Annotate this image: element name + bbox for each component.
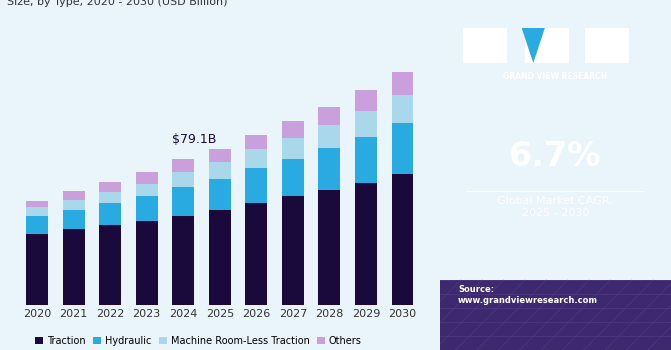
Bar — [136, 220, 158, 304]
Bar — [172, 216, 194, 304]
FancyBboxPatch shape — [440, 280, 671, 350]
Bar — [319, 190, 340, 304]
Bar — [319, 107, 340, 125]
Bar — [246, 149, 267, 168]
Bar — [282, 121, 304, 138]
Bar — [319, 125, 340, 148]
Bar — [355, 183, 377, 304]
Bar — [282, 138, 304, 159]
Bar — [99, 192, 121, 203]
Bar — [62, 230, 85, 304]
Text: Source:
www.grandviewresearch.com: Source: www.grandviewresearch.com — [458, 285, 598, 304]
Bar — [209, 210, 231, 304]
Polygon shape — [521, 28, 545, 63]
Bar — [209, 178, 231, 210]
Bar — [136, 184, 158, 196]
Bar — [209, 149, 231, 162]
Bar — [391, 95, 413, 124]
Text: Global Market CAGR,
2025 - 2030: Global Market CAGR, 2025 - 2030 — [497, 196, 613, 218]
Bar — [282, 196, 304, 304]
Bar — [172, 172, 194, 188]
FancyBboxPatch shape — [585, 28, 629, 63]
Bar — [246, 203, 267, 304]
Text: GRAND VIEW RESEARCH: GRAND VIEW RESEARCH — [503, 72, 607, 81]
Bar — [62, 199, 85, 210]
Bar — [99, 182, 121, 192]
Bar — [391, 72, 413, 95]
Bar — [99, 225, 121, 304]
Bar — [99, 203, 121, 225]
Bar — [136, 172, 158, 184]
Bar — [62, 210, 85, 230]
Bar — [246, 168, 267, 203]
Text: $79.1B: $79.1B — [172, 133, 217, 146]
Bar — [172, 159, 194, 172]
Bar — [26, 207, 48, 216]
Bar — [136, 196, 158, 220]
Bar — [282, 159, 304, 196]
Bar — [319, 148, 340, 190]
FancyBboxPatch shape — [463, 28, 507, 63]
Bar — [391, 174, 413, 304]
Legend: Traction, Hydraulic, Machine Room-Less Traction, Others: Traction, Hydraulic, Machine Room-Less T… — [31, 332, 366, 350]
Text: Size, by Type, 2020 - 2030 (USD Billion): Size, by Type, 2020 - 2030 (USD Billion) — [7, 0, 227, 7]
Bar — [172, 188, 194, 216]
Bar — [246, 134, 267, 149]
FancyBboxPatch shape — [525, 28, 569, 63]
Bar — [355, 111, 377, 137]
Bar — [209, 162, 231, 178]
Bar — [62, 191, 85, 199]
Bar — [26, 216, 48, 234]
Bar — [26, 234, 48, 304]
Bar — [391, 124, 413, 174]
Bar — [355, 137, 377, 183]
Text: 6.7%: 6.7% — [509, 140, 601, 173]
Bar — [355, 90, 377, 111]
Bar — [26, 201, 48, 207]
